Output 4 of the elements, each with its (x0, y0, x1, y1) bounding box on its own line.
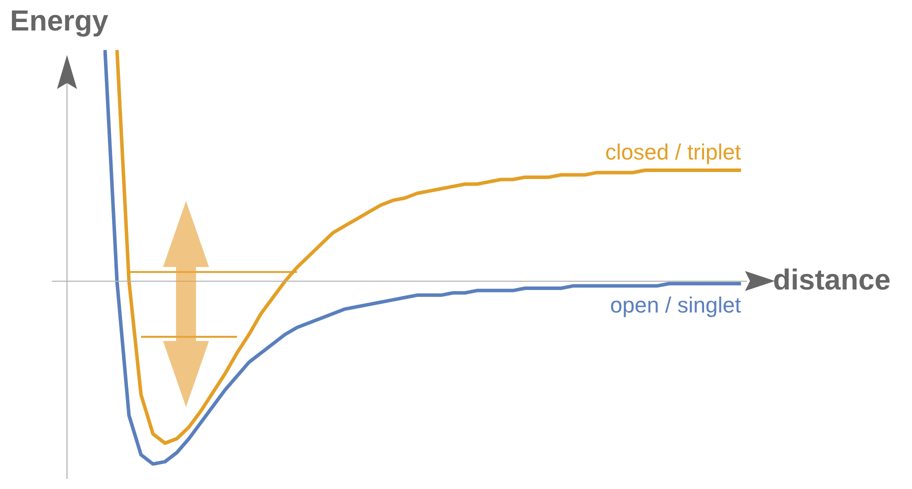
y-axis-title: Energy (10, 6, 108, 38)
series-label: closed / triplet (605, 139, 741, 164)
x-axis-title: distance (773, 264, 891, 296)
series-label: open / singlet (610, 292, 741, 318)
